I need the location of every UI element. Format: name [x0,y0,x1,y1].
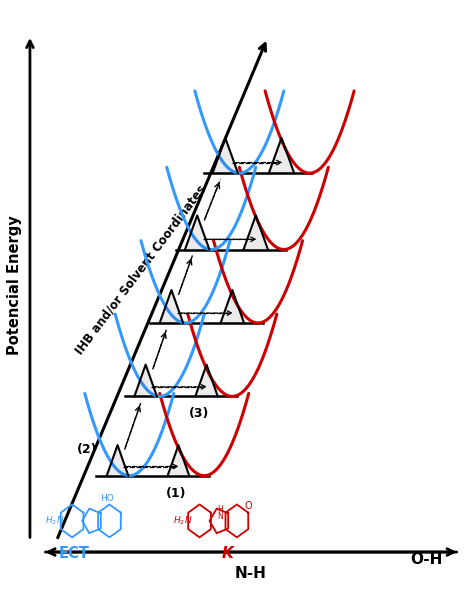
Text: H
N: H N [217,505,223,521]
Polygon shape [195,365,218,396]
Polygon shape [168,445,189,476]
Polygon shape [160,290,183,323]
Text: $H_2N$: $H_2N$ [173,515,192,527]
Text: HO: HO [100,494,114,503]
Text: IHB and/or Solvent Coordinates: IHB and/or Solvent Coordinates [73,183,209,358]
Text: N-H: N-H [235,566,267,581]
Polygon shape [244,215,268,250]
Text: (1): (1) [166,487,186,500]
Polygon shape [213,138,238,173]
Text: (3): (3) [189,407,210,420]
Polygon shape [220,290,244,323]
Text: K: K [222,546,234,560]
Polygon shape [269,138,294,173]
Text: ECT: ECT [59,546,90,560]
Polygon shape [107,445,128,476]
Text: (2): (2) [77,443,97,456]
Text: O: O [245,501,253,511]
Text: O-H: O-H [410,551,443,566]
Polygon shape [135,365,157,396]
Text: $H_2N$: $H_2N$ [46,515,65,527]
Polygon shape [185,215,210,250]
Text: Potencial Energy: Potencial Energy [7,215,22,355]
